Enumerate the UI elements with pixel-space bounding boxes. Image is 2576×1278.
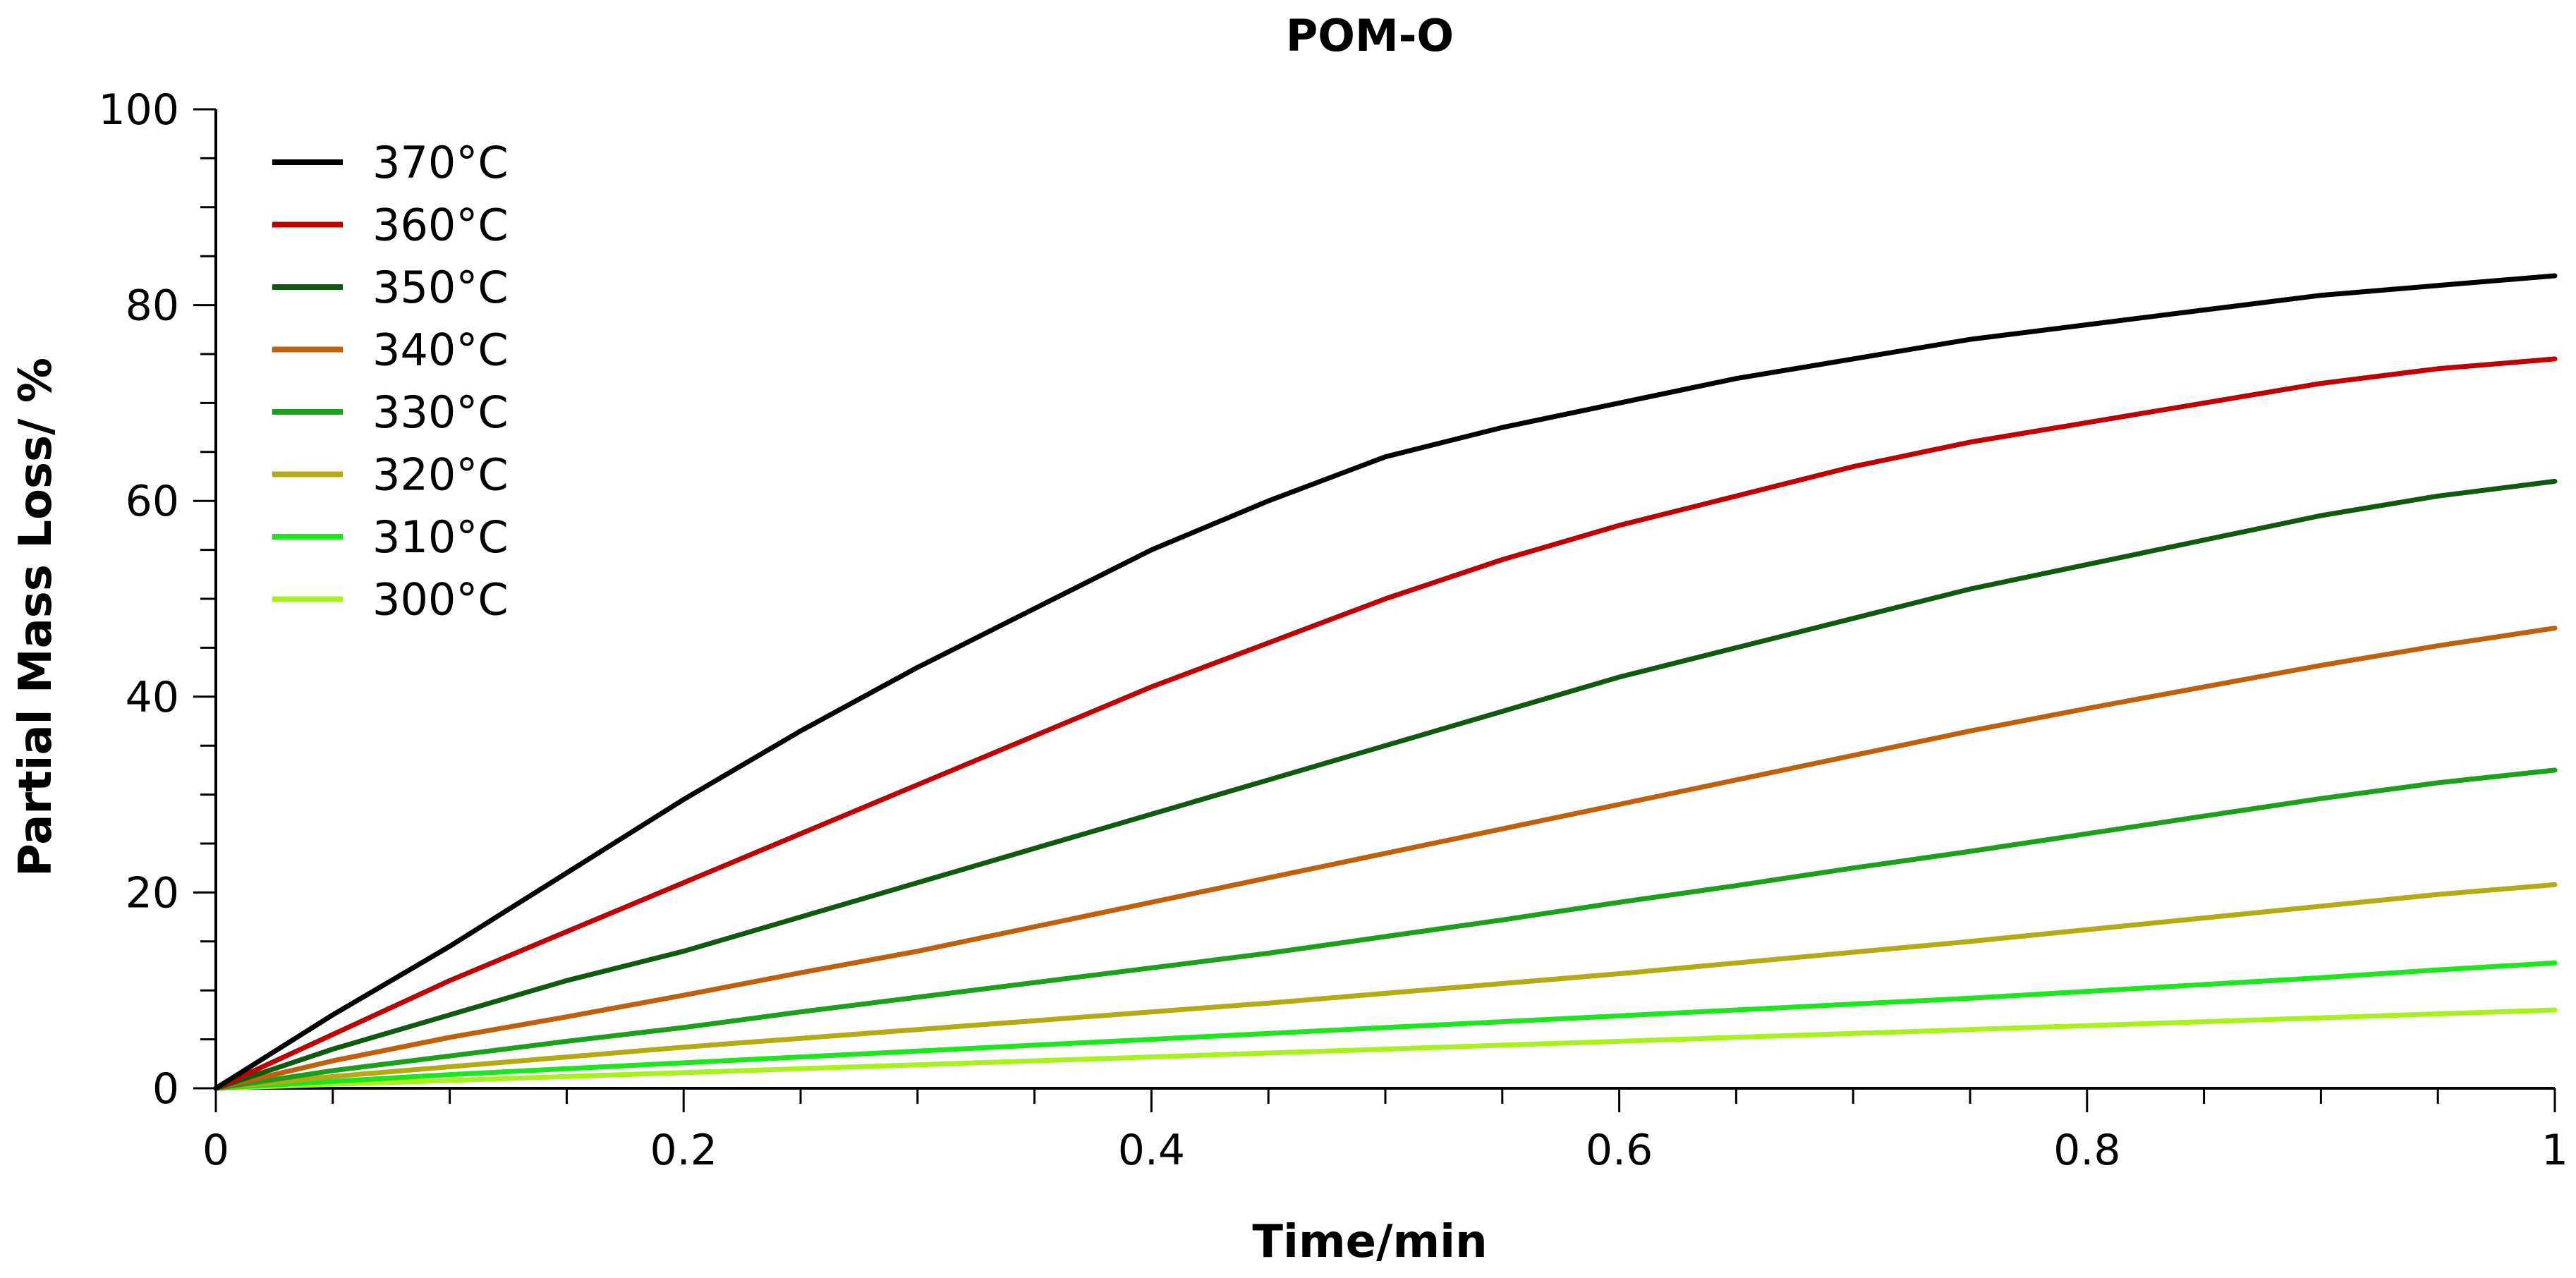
y-tick-label: 0	[152, 1064, 179, 1114]
x-tick-label: 0.8	[2053, 1126, 2120, 1175]
series-line	[213, 960, 2558, 1091]
x-tick-label: 0.2	[650, 1126, 717, 1175]
axes: 0 20 40 60 80 100 0 0.2 0.4 0.6 0.8 1	[98, 85, 2568, 1175]
x-tick-label: 0	[202, 1126, 229, 1175]
series-line	[213, 1007, 2558, 1091]
legend-label: 340°C	[372, 324, 509, 376]
y-axis-label: Partial Mass Loss/ %	[10, 358, 62, 877]
x-tick-label: 1	[2541, 1126, 2568, 1175]
series-line	[213, 356, 2558, 1091]
legend-label: 360°C	[372, 200, 509, 251]
legend-label: 300°C	[372, 574, 509, 626]
legend: 370°C 360°C 350°C 340°C 330°C 320°C 310°C 300°C	[272, 137, 509, 626]
x-axis-label: Time/min	[1252, 1216, 1487, 1268]
series-line	[213, 767, 2558, 1091]
chart-title: POM-O	[1286, 10, 1454, 61]
legend-label: 320°C	[372, 449, 509, 501]
y-tick-label: 60	[126, 477, 179, 526]
y-tick-label: 20	[126, 868, 179, 918]
x-tick-label: 0.6	[1586, 1126, 1653, 1175]
series-line	[213, 478, 2558, 1091]
series-line	[213, 882, 2558, 1091]
series-line	[213, 273, 2558, 1091]
legend-label: 370°C	[372, 137, 509, 188]
y-tick-label: 80	[126, 281, 179, 331]
y-tick-label: 40	[126, 673, 179, 722]
legend-label: 330°C	[372, 387, 509, 438]
legend-label: 310°C	[372, 511, 509, 563]
x-tick-label: 0.4	[1118, 1126, 1185, 1175]
series-group	[213, 273, 2558, 1091]
legend-label: 350°C	[372, 262, 509, 313]
series-line	[213, 626, 2558, 1091]
y-tick-label: 100	[98, 85, 179, 135]
